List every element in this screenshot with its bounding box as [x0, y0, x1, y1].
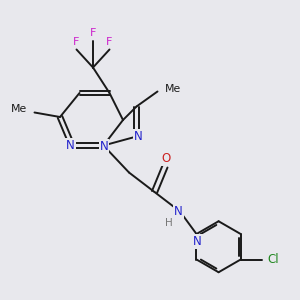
Text: O: O: [162, 152, 171, 165]
Text: Me: Me: [11, 104, 28, 114]
Text: Me: Me: [164, 83, 181, 94]
Text: N: N: [66, 139, 75, 152]
Text: H: H: [165, 218, 172, 228]
Text: N: N: [174, 205, 183, 218]
Text: N: N: [134, 130, 142, 143]
Text: N: N: [100, 140, 109, 153]
Text: N: N: [193, 235, 202, 248]
Text: F: F: [73, 37, 80, 47]
Text: F: F: [106, 37, 113, 47]
Text: F: F: [90, 28, 96, 38]
Text: Cl: Cl: [268, 253, 280, 266]
